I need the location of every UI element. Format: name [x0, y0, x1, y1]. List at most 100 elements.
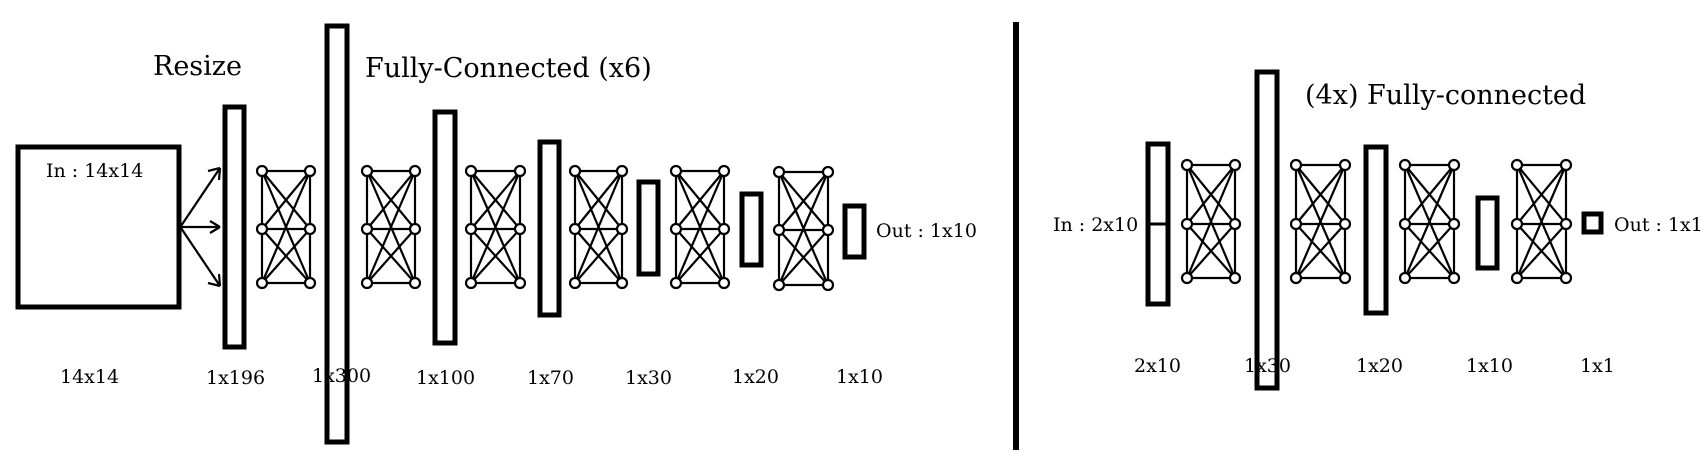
- layer-box: [432, 109, 458, 346]
- net-node: [1228, 271, 1242, 285]
- net-edge: [1404, 164, 1455, 225]
- layer-boxes: [15, 23, 1604, 445]
- net-edge: [1186, 223, 1236, 279]
- right-output-label: Out : 1x1: [1614, 214, 1703, 236]
- layer-box: [636, 179, 661, 277]
- layer-box: [1475, 195, 1500, 271]
- layer-box: [537, 139, 562, 318]
- left-size-label: 1x196: [206, 367, 265, 389]
- net-edge: [1186, 164, 1236, 225]
- net-edge: [675, 170, 725, 230]
- net-node: [255, 164, 269, 178]
- net-edge: [261, 228, 311, 284]
- net-node: [1338, 158, 1352, 172]
- net-node: [1338, 271, 1352, 285]
- left-size-label: 1x10: [836, 366, 883, 388]
- net-edge: [366, 170, 416, 230]
- net-node: [408, 222, 422, 236]
- net-node: [821, 165, 835, 179]
- net-node: [303, 276, 317, 290]
- net-node: [1447, 158, 1461, 172]
- network-nodes: [255, 158, 1573, 292]
- net-edge: [1295, 223, 1346, 279]
- right-size-label: 1x1: [1580, 355, 1615, 377]
- net-node: [669, 164, 683, 178]
- left-size-label: 1x100: [416, 367, 475, 389]
- left-output-label: Out : 1x10: [876, 220, 977, 242]
- net-node: [821, 278, 835, 292]
- net-node: [1559, 271, 1573, 285]
- layer-box: [1581, 211, 1604, 235]
- net-node: [513, 222, 527, 236]
- input-image-box: [15, 144, 182, 310]
- net-node: [360, 164, 374, 178]
- net-edge: [1294, 164, 1347, 279]
- net-edge: [1295, 164, 1346, 225]
- net-node: [1180, 217, 1194, 231]
- net-node: [1398, 217, 1412, 231]
- net-edge: [261, 170, 311, 230]
- net-edge: [470, 170, 521, 230]
- net-edge: [260, 170, 312, 284]
- net-node: [772, 223, 786, 237]
- layer-box: [1254, 69, 1280, 391]
- net-edge: [366, 228, 416, 284]
- layer-box: [222, 104, 247, 350]
- net-node: [1510, 271, 1524, 285]
- net-node: [303, 222, 317, 236]
- left-size-label: 1x30: [625, 367, 672, 389]
- net-edge: [1403, 164, 1456, 279]
- net-edge: [573, 170, 624, 284]
- resize-title: Resize: [153, 51, 242, 82]
- net-node: [360, 276, 374, 290]
- net-node: [303, 164, 317, 178]
- arrow-head: [207, 273, 222, 288]
- net-node: [615, 276, 629, 290]
- net-edge: [674, 170, 726, 284]
- left-size-label: 1x70: [527, 367, 574, 389]
- net-node: [255, 222, 269, 236]
- net-edge: [470, 228, 521, 284]
- net-node: [821, 223, 835, 237]
- net-node: [772, 278, 786, 292]
- layer-box: [1363, 144, 1389, 316]
- net-node: [1510, 158, 1524, 172]
- net-node: [669, 276, 683, 290]
- net-edge: [675, 228, 725, 284]
- net-node: [1559, 158, 1573, 172]
- network-connections: [180, 163, 1568, 288]
- net-node: [513, 276, 527, 290]
- net-edge: [574, 170, 623, 230]
- net-node: [408, 164, 422, 178]
- net-node: [1447, 217, 1461, 231]
- net-node: [1510, 217, 1524, 231]
- left-size-label: 1x20: [732, 366, 779, 388]
- left-input-label: In : 14x14: [46, 160, 143, 182]
- right-size-label: 1x30: [1244, 355, 1291, 377]
- left-size-label: 1x300: [312, 365, 371, 387]
- net-edge: [574, 228, 623, 284]
- net-edge: [1404, 223, 1455, 279]
- net-node: [464, 222, 478, 236]
- net-node: [408, 276, 422, 290]
- net-node: [717, 164, 731, 178]
- net-node: [1289, 217, 1303, 231]
- net-edge: [778, 171, 829, 231]
- net-edge: [778, 229, 829, 286]
- net-node: [615, 222, 629, 236]
- net-node: [568, 164, 582, 178]
- net-node: [568, 222, 582, 236]
- right-fc-title: (4x) Fully-connected: [1305, 80, 1586, 111]
- net-node: [1180, 158, 1194, 172]
- net-edge: [777, 171, 830, 286]
- arrow-head: [207, 166, 222, 181]
- net-node: [464, 164, 478, 178]
- net-node: [1559, 217, 1573, 231]
- net-node: [1289, 271, 1303, 285]
- right-size-label: 1x20: [1356, 355, 1403, 377]
- net-node: [615, 164, 629, 178]
- net-node: [1447, 271, 1461, 285]
- layer-box: [324, 23, 350, 445]
- left-size-label: 14x14: [60, 366, 119, 388]
